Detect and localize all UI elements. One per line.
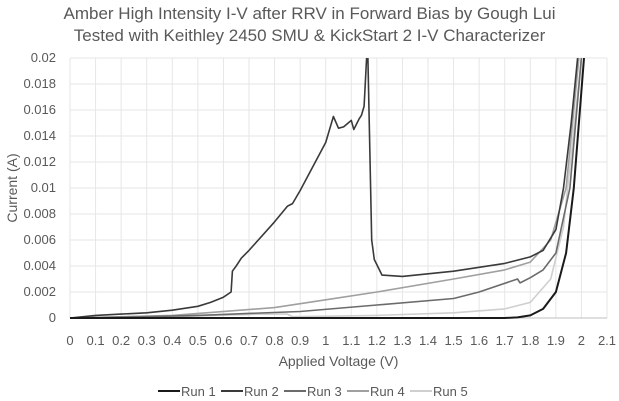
x-tick-label: 0.7 [240, 333, 258, 348]
y-tick-label: 0.018 [23, 76, 56, 91]
x-axis-label: Applied Voltage (V) [279, 353, 399, 369]
series-line-run-4 [70, 58, 580, 319]
y-tick-label: 0.016 [23, 102, 56, 117]
x-tick-label: 1.4 [419, 333, 437, 348]
x-tick-label: 1.7 [496, 333, 514, 348]
y-tick-label: 0.014 [23, 128, 56, 143]
x-tick-label: 0.8 [266, 333, 284, 348]
x-tick-label: 1.1 [342, 333, 360, 348]
x-tick-label: 2.1 [598, 333, 616, 348]
legend-label: Run 3 [307, 384, 342, 399]
x-tick-label: 2 [578, 333, 585, 348]
x-tick-label: 0.5 [189, 333, 207, 348]
legend-label: Run 5 [433, 384, 468, 399]
x-tick-label: 1.6 [470, 333, 488, 348]
series-line-run-5 [70, 58, 583, 319]
y-tick-label: 0.012 [23, 154, 56, 169]
x-tick-label: 1 [322, 333, 329, 348]
y-tick-label: 0.004 [23, 258, 56, 273]
y-tick-label: 0.002 [23, 284, 56, 299]
x-tick-label: 1.8 [521, 333, 539, 348]
x-tick-label: 1.2 [368, 333, 386, 348]
y-tick-label: 0.008 [23, 206, 56, 221]
y-tick-label: 0.02 [31, 50, 56, 65]
y-tick-label: 0.01 [31, 180, 56, 195]
series-line-run-2 [70, 58, 579, 319]
series-line-run-3 [70, 58, 583, 319]
x-tick-label: 1.9 [547, 333, 565, 348]
x-tick-label: 1.5 [445, 333, 463, 348]
legend-label: Run 4 [370, 384, 405, 399]
y-axis-label: Current (A) [4, 153, 20, 222]
legend-label: Run 2 [244, 384, 279, 399]
y-tick-label: 0 [49, 310, 56, 325]
series-line-run-1 [70, 58, 585, 319]
legend-label: Run 1 [181, 384, 216, 399]
chart-title: Amber High Intensity I-V after RRV in Fo… [63, 4, 556, 23]
x-tick-label: 0 [66, 333, 73, 348]
x-tick-label: 0.4 [163, 333, 181, 348]
x-tick-label: 0.2 [112, 333, 130, 348]
x-tick-label: 0.9 [291, 333, 309, 348]
x-tick-label: 0.3 [138, 333, 156, 348]
x-tick-label: 0.6 [214, 333, 232, 348]
x-tick-label: 0.1 [87, 333, 105, 348]
x-tick-label: 1.3 [393, 333, 411, 348]
chart-subtitle: Tested with Keithley 2450 SMU & KickStar… [73, 26, 546, 45]
y-tick-label: 0.006 [23, 232, 56, 247]
